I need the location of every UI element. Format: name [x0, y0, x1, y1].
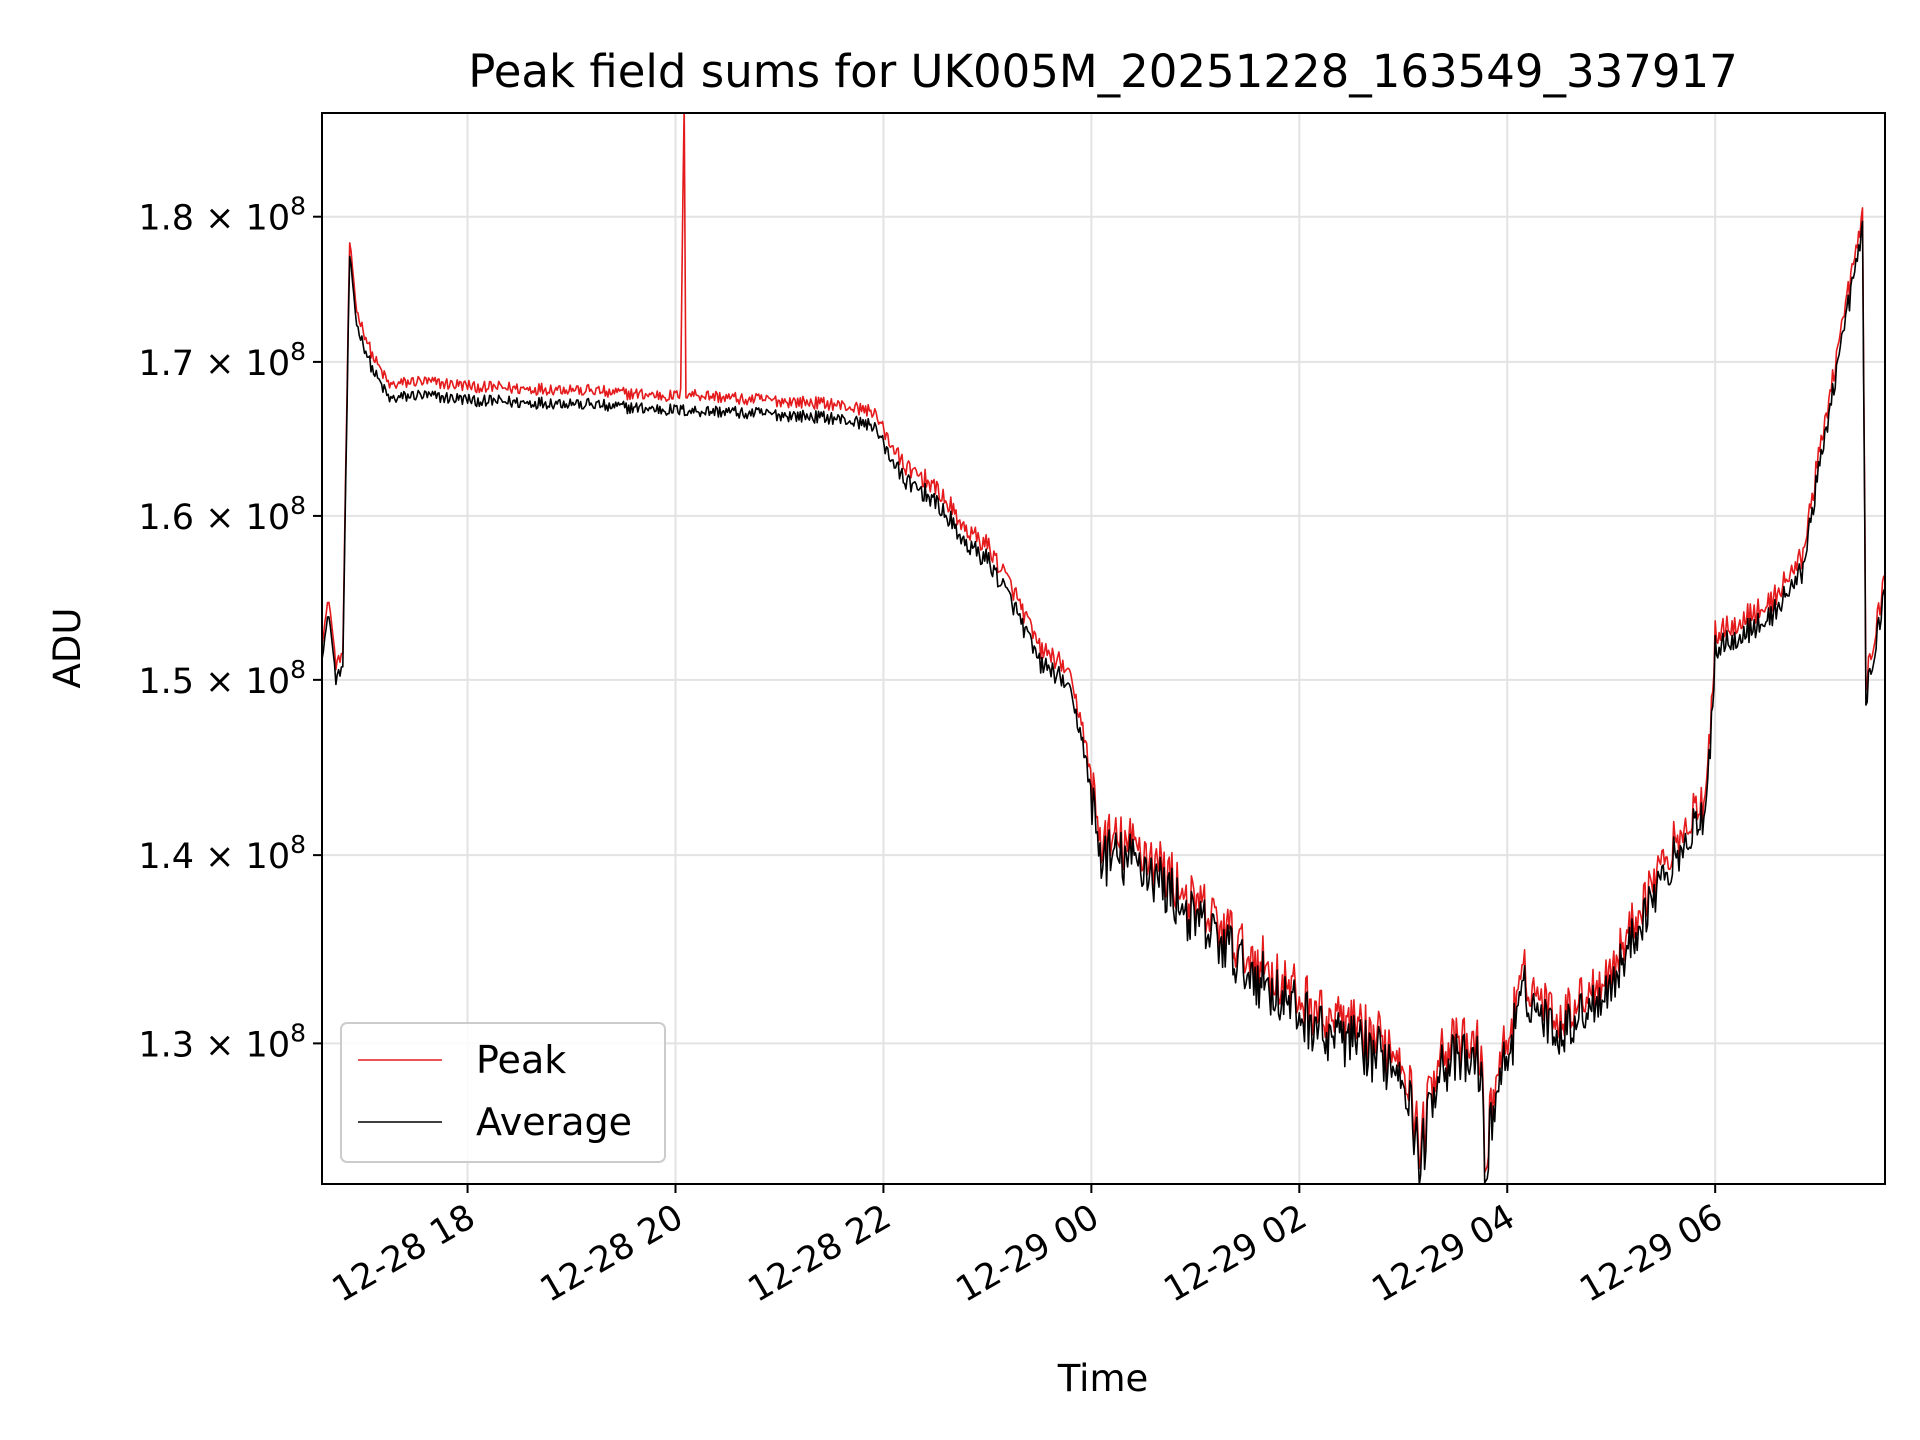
y-tick-label: 1.6 × 108	[138, 491, 306, 538]
legend-label-peak: Peak	[476, 1038, 566, 1082]
y-tick-label: 1.5 × 108	[138, 655, 306, 702]
x-axis-title: Time	[1057, 1357, 1149, 1400]
plot-frame	[321, 112, 1886, 1185]
y-tick-label: 1.4 × 108	[138, 830, 306, 877]
legend: Peak Average	[340, 1022, 666, 1163]
legend-box	[340, 1022, 666, 1163]
y-tick-label: 1.3 × 108	[138, 1018, 306, 1065]
y-tick-label: 1.7 × 108	[138, 337, 306, 384]
series-layer	[322, 113, 1885, 1184]
y-axis-title: ADU	[46, 608, 89, 689]
series-line-average	[322, 220, 1885, 1184]
y-tick-label: 1.8 × 108	[138, 192, 306, 239]
chart-title: Peak field sums for UK005M_20251228_1635…	[468, 45, 1738, 98]
legend-label-average: Average	[476, 1100, 632, 1144]
